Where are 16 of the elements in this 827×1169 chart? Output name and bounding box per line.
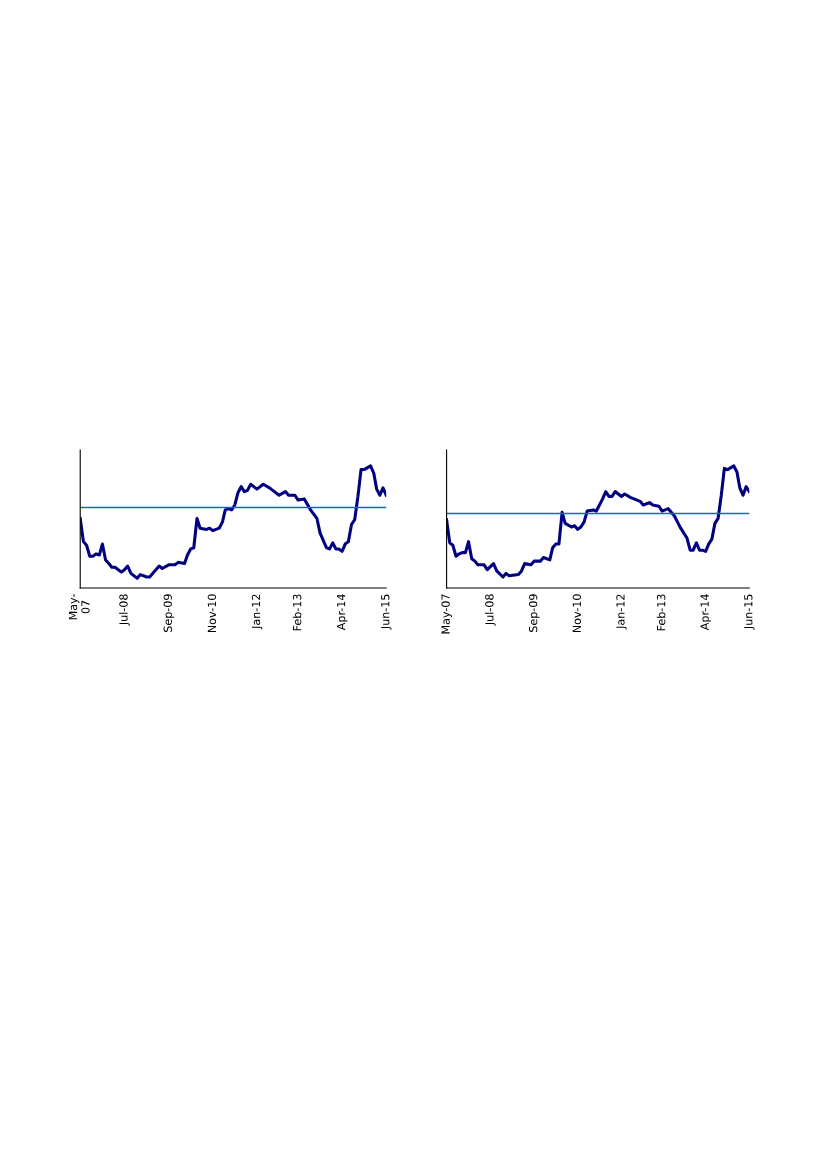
x-tick-label: Feb-13 — [656, 594, 666, 631]
x-tick-label: Jan-12 — [616, 594, 627, 630]
x-tick-label: Apr-14 — [337, 594, 348, 631]
x-tick-label: Nov-10 — [572, 594, 581, 633]
x-tick-label: Jun-15 — [744, 594, 755, 630]
x-tick-label: Jan-12 — [251, 594, 263, 630]
x-tick-label: Sep-09 — [528, 594, 540, 632]
x-tick-label: Feb-13 — [292, 594, 302, 631]
x-tick-label: Jul-08 — [484, 594, 496, 626]
x-tick-label: Jul-08 — [119, 594, 130, 626]
x-tick-label: May-07 — [441, 594, 452, 634]
x-tick-label: Nov-10 — [207, 594, 217, 633]
x-tick-label: May- 07 — [68, 594, 90, 620]
x-tick-label: Jun-15 — [381, 594, 392, 630]
x-tick-label: Apr-14 — [700, 594, 711, 631]
x-tick-label: Sep-09 — [163, 594, 175, 632]
